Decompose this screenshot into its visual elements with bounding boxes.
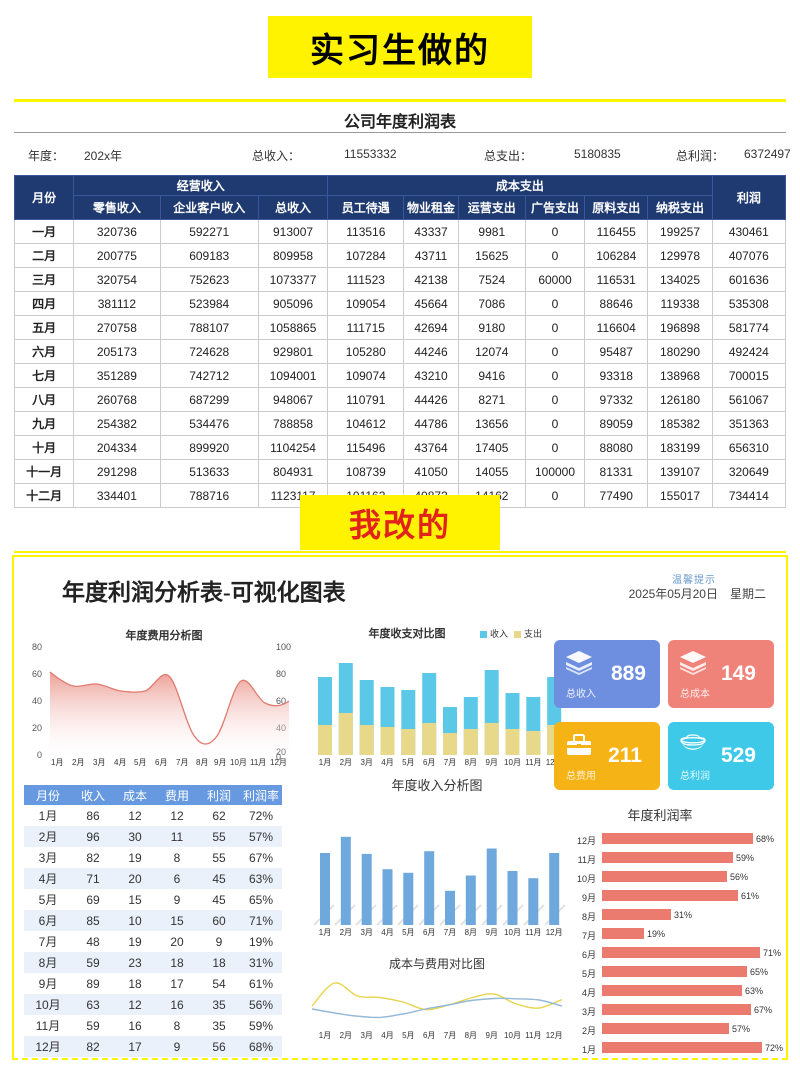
svg-text:3月: 3月	[360, 758, 372, 767]
svg-text:年度收支对比图: 年度收支对比图	[369, 626, 446, 640]
svg-text:3月: 3月	[93, 758, 105, 767]
svg-text:12月: 12月	[546, 928, 563, 937]
svg-text:80: 80	[32, 642, 42, 652]
svg-text:9月: 9月	[485, 1031, 497, 1040]
svg-text:9月: 9月	[485, 758, 497, 767]
svg-text:12月: 12月	[270, 758, 287, 767]
svg-text:11月: 11月	[525, 758, 541, 767]
svg-text:7月: 7月	[176, 758, 188, 767]
svg-text:7月: 7月	[444, 1031, 456, 1040]
svg-text:11月: 11月	[525, 928, 541, 937]
svg-text:2月: 2月	[340, 1031, 352, 1040]
svg-text:11月: 11月	[250, 758, 266, 767]
svg-text:12月: 12月	[546, 1031, 563, 1040]
svg-text:8月: 8月	[465, 758, 477, 767]
svg-text:年度费用分析图: 年度费用分析图	[126, 628, 203, 642]
svg-text:7月: 7月	[444, 758, 456, 767]
svg-text:1月: 1月	[319, 758, 331, 767]
svg-text:10月: 10月	[504, 928, 521, 937]
svg-text:10月: 10月	[504, 758, 521, 767]
svg-text:60: 60	[32, 669, 42, 679]
svg-text:8月: 8月	[465, 928, 477, 937]
svg-text:1月: 1月	[319, 928, 331, 937]
svg-text:10月: 10月	[504, 1031, 521, 1040]
svg-text:6月: 6月	[423, 928, 435, 937]
svg-text:支出: 支出	[524, 628, 542, 639]
svg-text:10月: 10月	[230, 758, 247, 767]
svg-text:40: 40	[32, 696, 42, 706]
svg-text:4月: 4月	[381, 928, 393, 937]
svg-text:4月: 4月	[381, 758, 393, 767]
svg-text:6月: 6月	[423, 758, 435, 767]
svg-text:5月: 5月	[402, 1031, 414, 1040]
svg-text:6月: 6月	[155, 758, 167, 767]
svg-text:9月: 9月	[485, 928, 497, 937]
svg-text:8月: 8月	[196, 758, 208, 767]
svg-text:7月: 7月	[444, 928, 456, 937]
svg-text:1月: 1月	[51, 758, 63, 767]
svg-text:20: 20	[32, 723, 42, 733]
svg-text:4月: 4月	[381, 1031, 393, 1040]
svg-text:收入: 收入	[490, 628, 508, 639]
svg-text:5月: 5月	[402, 928, 414, 937]
svg-text:2月: 2月	[340, 758, 352, 767]
svg-text:11月: 11月	[525, 1031, 541, 1040]
svg-text:9月: 9月	[214, 758, 226, 767]
svg-text:5月: 5月	[402, 758, 414, 767]
svg-text:2月: 2月	[72, 758, 84, 767]
svg-text:2月: 2月	[340, 928, 352, 937]
svg-text:8月: 8月	[465, 1031, 477, 1040]
svg-text:80: 80	[276, 669, 286, 679]
svg-text:100: 100	[276, 642, 291, 652]
svg-text:3月: 3月	[360, 928, 372, 937]
svg-text:6月: 6月	[423, 1031, 435, 1040]
svg-text:3月: 3月	[360, 1031, 372, 1040]
svg-text:5月: 5月	[134, 758, 146, 767]
svg-text:1月: 1月	[319, 1031, 331, 1040]
svg-text:0: 0	[37, 750, 42, 760]
svg-text:4月: 4月	[114, 758, 126, 767]
